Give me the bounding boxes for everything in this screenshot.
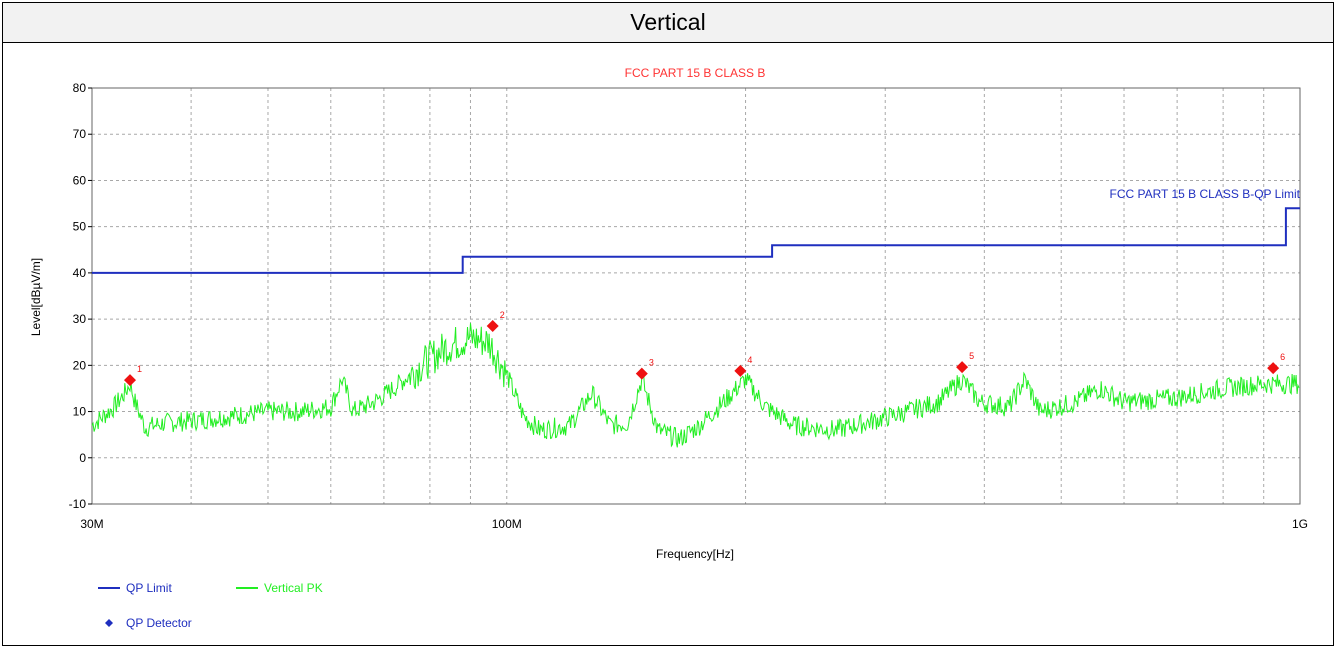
limit-line-label: FCC PART 15 B CLASS B-QP Limit: [1109, 187, 1300, 201]
y-tick-label: 20: [73, 358, 87, 372]
marker-label: 5: [969, 351, 974, 361]
series-lines: [91, 207, 1300, 448]
y-tick-label: 10: [73, 405, 87, 419]
chart-title: FCC PART 15 B CLASS B: [625, 66, 766, 80]
marker-label: 4: [747, 355, 752, 365]
legend-label: QP Detector: [126, 616, 192, 630]
grid-lines: [91, 87, 1301, 505]
y-tick-label: 40: [73, 266, 87, 280]
series-vertical-pk-line: [91, 323, 1300, 448]
legend-label: Vertical PK: [264, 581, 323, 595]
header-title: Vertical: [630, 9, 706, 35]
y-tick-label: 80: [73, 81, 87, 95]
x-axis-label: Frequency[Hz]: [656, 547, 734, 561]
marker-diamond: [124, 374, 137, 387]
x-tick-label: 30M: [80, 517, 103, 531]
plot-border: [91, 87, 1301, 505]
axes: [91, 87, 1301, 505]
legend-swatch-diamond: [105, 619, 113, 627]
series-qp-limit-line: [92, 207, 1300, 274]
y-axis-label: Level[dBµV/m]: [29, 258, 43, 336]
marker-label: 1: [137, 364, 142, 374]
marker-diamond: [1267, 362, 1280, 375]
section-header: Vertical: [3, 3, 1333, 43]
marker-diamond: [635, 367, 648, 380]
y-tick-label: 60: [73, 173, 87, 187]
y-tick-label: 0: [79, 451, 86, 465]
marker-label: 6: [1280, 352, 1285, 362]
x-tick-label: 100M: [492, 517, 522, 531]
marker-diamond: [956, 361, 969, 374]
markers: 1 2 3 4 5 6: [124, 310, 1285, 387]
x-tick-label: 1G: [1292, 517, 1308, 531]
y-tick-label: 30: [73, 312, 87, 326]
tick-labels: -10 0 10 20 30 40 50 60 70 80 30M 100M 1G: [69, 81, 1308, 531]
y-tick-label: 50: [73, 220, 87, 234]
legend-label: QP Limit: [126, 581, 172, 595]
marker-diamond: [486, 320, 499, 333]
y-tick-label: -10: [69, 497, 87, 511]
marker-label: 2: [500, 310, 505, 320]
marker-diamond: [734, 364, 747, 377]
legend: QP Limit Vertical PK QP Detector: [98, 581, 323, 630]
marker-label: 3: [649, 358, 654, 368]
y-tick-label: 70: [73, 127, 87, 141]
